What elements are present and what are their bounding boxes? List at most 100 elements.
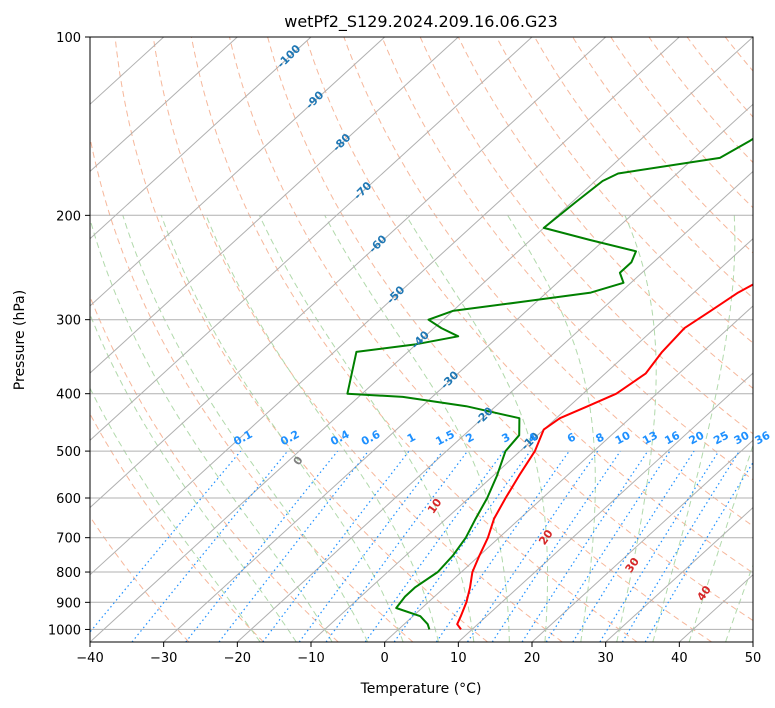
y-tick-label: 400 [56, 388, 81, 403]
moist-adiabat-line [688, 443, 753, 642]
mixing-ratio-line [644, 461, 753, 642]
mixing-ratio-label: 0.1 [231, 428, 254, 449]
mixing-ratio-line [491, 450, 621, 642]
y-tick-label: 100 [56, 31, 81, 46]
plot-frame [89, 36, 754, 643]
dry-adiabat-line [686, 37, 753, 118]
dry-adiabat-line [90, 135, 414, 642]
moist-adiabat-line [324, 215, 510, 642]
dry-adiabat-line [90, 515, 190, 642]
x-axis-title: Temperature (°C) [360, 681, 482, 697]
x-tick-label: −30 [150, 651, 177, 666]
dry-adiabat-line [114, 37, 488, 642]
isotherm-line [90, 37, 607, 509]
y-axis-title: Pressure (hPa) [12, 290, 28, 390]
moist-adiabat-line [90, 313, 297, 642]
isotherm-line [163, 103, 753, 642]
chart-title: wetPf2_S129.2024.209.16.06.G23 [284, 12, 558, 32]
mixing-ratio-line [185, 450, 339, 642]
dry-adiabat-line [152, 37, 563, 642]
dry-adiabat-line [534, 37, 753, 299]
x-tick-label: 10 [450, 651, 467, 666]
mixing-ratio-line [90, 450, 242, 633]
moist-adiabat-line [405, 215, 548, 642]
background-lines [90, 37, 775, 642]
mixing-ratio-label: 2 [463, 430, 476, 445]
profile-line [346, 137, 753, 630]
mixing-ratio-line [218, 450, 369, 642]
mixing-ratio-label: 8 [594, 430, 607, 445]
x-tick-label: 40 [671, 651, 688, 666]
isotherm-line [605, 506, 753, 642]
y-tick-label: 700 [56, 532, 81, 547]
isotherm-line [310, 237, 753, 642]
x-tick-label: 30 [597, 651, 614, 666]
x-tick-label: 0 [381, 651, 389, 666]
dry-adiabat-line [229, 37, 712, 642]
dry-adiabat-line [457, 37, 753, 389]
moist-adiabat-line [160, 215, 404, 642]
y-tick-label: 600 [56, 492, 81, 507]
y-tick-label: 200 [56, 209, 81, 224]
profile-series [346, 137, 753, 630]
dry-adiabat-line [90, 412, 264, 642]
mixing-ratio-line [435, 450, 570, 642]
dry-adiabat-line [305, 37, 753, 574]
moist-adiabat-label: 0 [291, 454, 306, 468]
y-tick-label: 300 [56, 314, 81, 329]
isotherm-line [90, 37, 459, 374]
mixing-ratio-label: 0.2 [278, 428, 301, 449]
x-tick-label: −20 [224, 651, 251, 666]
mixing-ratio-line [521, 450, 649, 642]
moist-adiabat-label: 40 [694, 583, 714, 603]
profile-line [456, 283, 753, 630]
mixing-ratio-label: 13 [640, 429, 660, 448]
mixing-ratio-line [466, 450, 599, 642]
dry-adiabat-line [763, 37, 775, 642]
mixing-ratio-line [599, 450, 720, 642]
y-tick-label: 500 [56, 445, 81, 460]
isotherm-line [90, 37, 386, 307]
dry-adiabat-line [495, 37, 753, 344]
isotherm-line [90, 37, 533, 442]
isotherm-line [236, 170, 753, 642]
isotherm-label: -100 [275, 42, 304, 71]
mixing-ratio-label: 10 [613, 429, 633, 448]
mixing-ratio-label: 36 [753, 429, 773, 448]
isotherm-line [90, 37, 680, 576]
x-tick-label: 20 [524, 651, 541, 666]
mixing-ratio-line [298, 450, 444, 642]
y-tick-label: 800 [56, 566, 81, 581]
x-tick-label: 50 [745, 651, 762, 666]
dry-adiabat-line [724, 37, 753, 72]
mixing-ratio-label: 6 [565, 430, 578, 445]
mixing-ratio-label: 30 [732, 429, 752, 448]
mixing-ratio-label: 16 [662, 429, 682, 448]
y-tick-label: 900 [56, 596, 81, 611]
isotherm-line [752, 641, 753, 642]
moist-adiabat-line [90, 387, 261, 642]
y-tick-label: 1000 [48, 623, 81, 638]
isotherm-line [90, 37, 312, 240]
dry-adiabat-line [267, 37, 753, 622]
moist-adiabat-line [205, 215, 439, 642]
moist-adiabat-label: 10 [425, 496, 445, 516]
axes: −40 −30 −20 −10 0 10 20 30 40 5010020030040050060… [48, 31, 761, 666]
moist-adiabat-line [122, 215, 369, 642]
x-tick-label: −40 [76, 651, 103, 666]
mixing-ratio-label: 20 [687, 429, 707, 448]
dry-adiabat-line [90, 295, 339, 642]
mixing-ratio-label: 1 [405, 430, 418, 445]
isotherm-line [457, 372, 753, 642]
moist-adiabat-line [507, 215, 596, 642]
dry-adiabat-line [343, 37, 753, 527]
isotherm-line [384, 305, 753, 642]
dry-adiabat-line [190, 37, 638, 642]
moist-adiabat-label: 20 [536, 527, 556, 547]
dry-adiabat-line [381, 37, 753, 481]
isotherm-line [90, 37, 238, 173]
mixing-ratio-label: 3 [500, 430, 513, 445]
mixing-ratio-line [545, 450, 671, 642]
isotherm-line [531, 439, 753, 642]
